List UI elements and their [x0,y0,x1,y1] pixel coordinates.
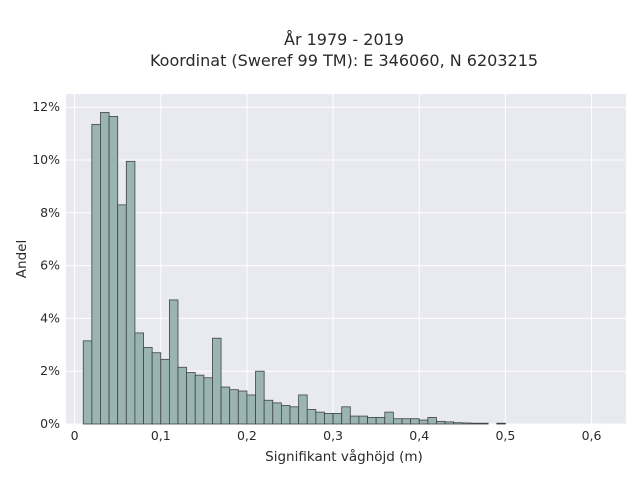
histogram-bar [100,112,110,425]
histogram-bar [453,422,463,425]
histogram-bar [237,390,248,425]
chart-title: År 1979 - 2019 [284,30,404,49]
histogram-bar [479,422,489,425]
histogram-bar [246,394,256,425]
histogram-bar [367,416,377,425]
histogram-bar [108,116,119,425]
y-tick-label: 2% [40,363,60,378]
histogram-bar [212,337,222,425]
histogram-bar [134,332,144,425]
histogram-bar [418,419,429,425]
histogram-bar [203,377,213,425]
histogram-bar [384,411,394,425]
histogram-bar [143,347,153,425]
histogram-bar [461,422,472,425]
x-axis-label: Signifikant våghöjd (m) [265,448,423,465]
y-tick-label: 12% [32,99,60,114]
x-tick-label: 0,5 [495,428,515,443]
y-tick-labels: 0% 2% 4% 6% 8% 10% 12% [32,99,60,431]
x-tick-label: 0,4 [409,428,429,443]
histogram-bar [392,418,403,425]
x-tick-labels: 0 0,1 0,2 0,3 0,4 0,5 0,6 [71,428,602,443]
histogram-bars [82,112,506,425]
y-tick-label: 10% [32,152,60,167]
histogram-bar [263,399,274,425]
histogram-bar [358,415,368,425]
histogram-bar [306,409,317,425]
histogram-bar [220,386,231,425]
histogram-bar [298,394,308,425]
histogram-bar [341,406,351,425]
x-tick-label: 0 [71,428,79,443]
histogram-bar [436,420,446,425]
histogram-bar [82,340,93,425]
histogram-bar [177,366,188,425]
histogram-bar [315,411,325,425]
histogram-bar [168,299,179,425]
histogram-bar [272,402,282,425]
y-tick-label: 0% [40,416,60,431]
histogram-bar [332,413,343,425]
y-tick-label: 6% [40,258,60,273]
histogram-bar [280,405,291,425]
histogram-bar [117,204,127,425]
histogram-bar [444,421,455,425]
histogram-bar [125,160,136,425]
histogram-bar [324,413,334,425]
histogram-bar [194,374,205,425]
y-tick-label: 4% [40,310,60,325]
x-tick-label: 0,6 [582,428,602,443]
x-tick-label: 0,3 [323,428,343,443]
histogram-bar [427,416,437,425]
histogram-bar [410,418,420,425]
histogram-bar [375,416,386,425]
y-axis-label: Andel [14,240,30,278]
histogram-bar [349,415,360,425]
histogram-bar [186,372,196,425]
histogram-bar [289,406,300,425]
y-tick-label: 8% [40,205,60,220]
histogram-bar [255,370,265,425]
chart-subtitle: Koordinat (Sweref 99 TM): E 346060, N 62… [150,51,538,70]
histogram-bar [151,352,162,425]
histogram-bar [496,422,506,425]
histogram-bar [470,422,480,425]
histogram-bar [229,389,239,425]
histogram-bar [401,418,412,425]
x-tick-label: 0,2 [237,428,257,443]
histogram-bar [91,123,101,425]
histogram-bar [160,358,170,425]
x-tick-label: 0,1 [151,428,171,443]
